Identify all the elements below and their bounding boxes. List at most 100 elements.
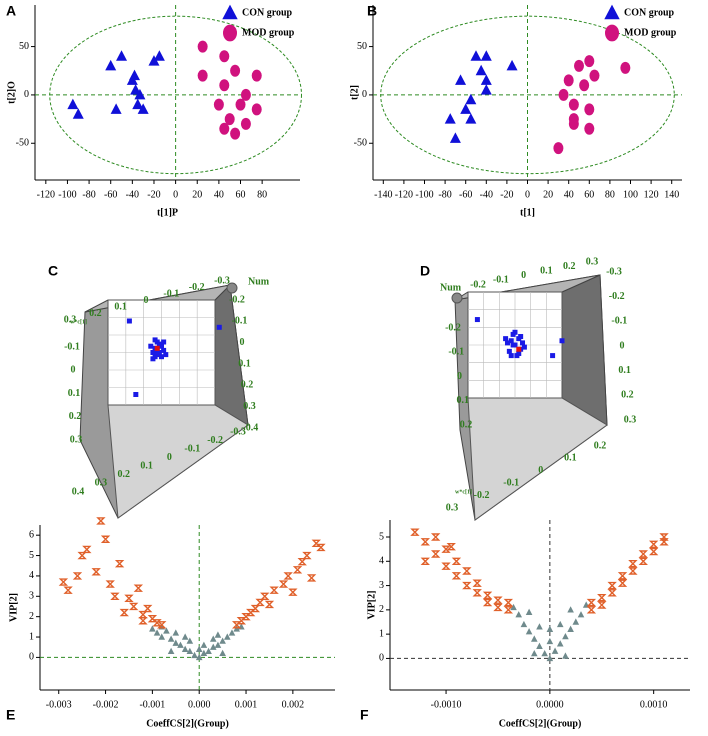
point xyxy=(231,621,242,629)
point xyxy=(153,629,161,636)
x-tick-label: -120 xyxy=(395,189,413,200)
axis-tick-label: 0.3 xyxy=(95,478,108,489)
x-tick-label: -40 xyxy=(480,189,493,200)
point xyxy=(449,132,461,143)
x-tick-label: -120 xyxy=(37,189,55,200)
y-tick-label: 1 xyxy=(379,628,384,639)
x-axis-label: t[1] xyxy=(520,207,535,218)
point xyxy=(246,608,256,617)
y-tick-label: -50 xyxy=(16,138,29,149)
point xyxy=(163,627,170,634)
point xyxy=(255,598,265,607)
x-tick-label: 0.0000 xyxy=(536,699,564,710)
point xyxy=(516,350,522,356)
axis-tick-label: 0.2 xyxy=(89,308,102,319)
point xyxy=(148,343,154,349)
box-floor xyxy=(467,397,608,521)
axis-tick-label: 0.1 xyxy=(140,461,153,472)
point xyxy=(430,550,441,558)
point xyxy=(292,566,303,574)
axis-label: Num xyxy=(440,282,462,293)
point xyxy=(126,318,132,324)
point xyxy=(512,329,518,335)
x-tick-label: 40 xyxy=(564,189,574,200)
point xyxy=(628,560,638,568)
point xyxy=(138,617,148,625)
axis-tick-label: -0.2 xyxy=(470,279,486,290)
axis-tick-label: 0 xyxy=(167,452,172,463)
axis-small-label: w*c[1] xyxy=(70,319,87,325)
point xyxy=(525,628,533,635)
point xyxy=(269,586,279,594)
x-tick-label: -0.002 xyxy=(93,699,119,710)
point xyxy=(589,69,600,82)
point xyxy=(157,621,167,629)
point xyxy=(562,652,569,659)
x-tick-label: -80 xyxy=(82,189,95,200)
axis-tick-label: 0.3 xyxy=(446,502,459,513)
point xyxy=(114,560,125,568)
x-tick-label: 0.0010 xyxy=(640,699,668,710)
x-tick-label: -100 xyxy=(58,189,76,200)
point xyxy=(150,356,156,362)
axis-tick-label: -0.2 xyxy=(609,291,625,302)
point xyxy=(133,584,144,592)
point xyxy=(586,606,597,614)
point xyxy=(503,598,514,607)
point xyxy=(138,610,148,619)
x-axis-label: CoeffCS[2](Group) xyxy=(499,718,582,729)
x-tick-label: -40 xyxy=(126,189,139,200)
x-tick-label: -60 xyxy=(459,189,472,200)
panel-label: E xyxy=(6,707,15,723)
x-tick-label: 140 xyxy=(664,189,679,200)
point xyxy=(558,88,569,101)
point xyxy=(480,50,492,61)
axis-tick-label: -0.1 xyxy=(493,275,509,286)
x-tick-label: -140 xyxy=(374,189,392,200)
point xyxy=(515,611,523,618)
point xyxy=(441,562,451,570)
point xyxy=(63,586,73,594)
axis-tick-label: -0.3 xyxy=(214,275,230,286)
point xyxy=(128,602,139,611)
point xyxy=(607,581,617,590)
axis-tick-label: 0.2 xyxy=(241,380,254,391)
point xyxy=(462,581,472,590)
axis-small-label: w*c[1] xyxy=(455,489,472,495)
point xyxy=(465,93,477,105)
legend-swatch xyxy=(604,4,620,20)
x-tick-label: -20 xyxy=(500,189,513,200)
point xyxy=(143,604,153,613)
point xyxy=(150,350,156,355)
axis-tick-label: 0.3 xyxy=(70,434,83,445)
point xyxy=(536,623,543,630)
point xyxy=(200,641,208,648)
axis-tick-label: 0.2 xyxy=(460,419,473,430)
point xyxy=(219,649,226,657)
point xyxy=(200,649,208,657)
axis-tick-label: -0.1 xyxy=(503,477,519,488)
point xyxy=(251,69,262,82)
panel-label: F xyxy=(360,707,369,723)
legend-swatch xyxy=(223,24,237,42)
point xyxy=(230,64,241,77)
point xyxy=(620,61,631,74)
point xyxy=(516,346,522,352)
point xyxy=(472,579,482,587)
x-tick-label: 0.001 xyxy=(235,699,258,710)
x-tick-label: 20 xyxy=(192,189,202,200)
point xyxy=(546,654,554,662)
axis-tick-label: 0 xyxy=(144,295,149,306)
legend-label: MOD group xyxy=(242,27,295,38)
point xyxy=(482,591,493,599)
point xyxy=(172,639,180,646)
point xyxy=(493,596,503,604)
point xyxy=(283,572,293,580)
axis-sphere xyxy=(226,282,238,294)
point xyxy=(264,600,275,609)
point xyxy=(503,606,514,614)
point xyxy=(556,620,564,628)
point xyxy=(177,641,184,648)
point xyxy=(480,84,492,95)
point xyxy=(562,632,569,640)
